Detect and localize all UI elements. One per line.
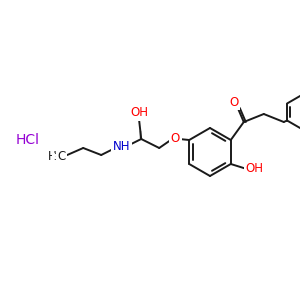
Text: H: H xyxy=(48,149,57,163)
Text: O: O xyxy=(229,95,239,109)
Text: NH: NH xyxy=(112,140,130,154)
Text: HCl: HCl xyxy=(16,133,40,147)
Text: 3: 3 xyxy=(53,154,59,163)
Text: OH: OH xyxy=(246,163,264,176)
Text: OH: OH xyxy=(130,106,148,119)
Text: C: C xyxy=(57,149,65,163)
Text: O: O xyxy=(171,131,180,145)
